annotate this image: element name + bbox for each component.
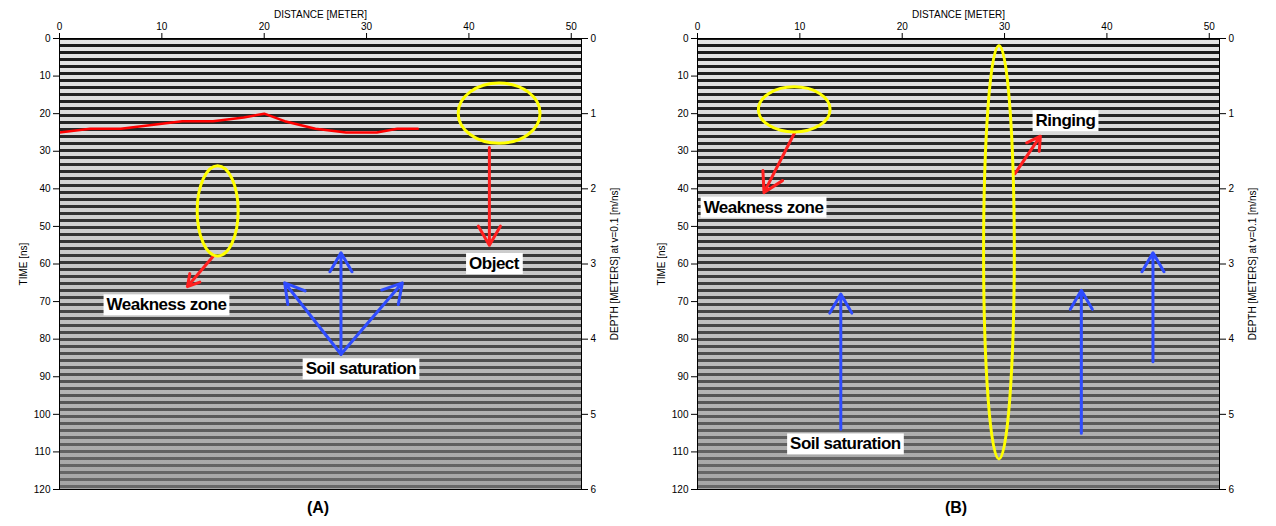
svg-text:Soil saturation: Soil saturation [790, 434, 901, 453]
html-text:(B): (B) [944, 499, 968, 516]
svg-text:20: 20 [259, 21, 271, 32]
svg-text:3: 3 [591, 258, 597, 269]
svg-text:50: 50 [1204, 21, 1216, 32]
svg-text:5: 5 [1229, 409, 1235, 420]
svg-text:6: 6 [1229, 484, 1235, 495]
svg-text:1: 1 [591, 108, 597, 119]
svg-text:0: 0 [695, 21, 701, 32]
svg-text:0: 0 [1229, 33, 1235, 44]
svg-text:6: 6 [591, 484, 597, 495]
svg-text:1: 1 [1229, 108, 1235, 119]
svg-text:Soil saturation: Soil saturation [306, 359, 417, 378]
svg-text:Weakness zone: Weakness zone [107, 295, 227, 314]
svg-text:Object: Object [469, 254, 520, 273]
html-text:(A): (A) [306, 499, 330, 516]
svg-text:80: 80 [39, 333, 51, 344]
svg-text:110: 110 [673, 446, 689, 457]
svg-text:50: 50 [39, 221, 51, 232]
svg-text:0: 0 [45, 33, 51, 44]
svg-text:70: 70 [677, 296, 689, 307]
svg-text:110: 110 [35, 446, 51, 457]
svg-text:0: 0 [57, 21, 63, 32]
svg-text:90: 90 [39, 371, 51, 382]
svg-text:0: 0 [683, 33, 689, 44]
svg-text:30: 30 [39, 145, 51, 156]
svg-text:10: 10 [39, 70, 51, 81]
svg-text:50: 50 [677, 221, 689, 232]
svg-text:20: 20 [39, 108, 51, 119]
svg-text:20: 20 [897, 21, 909, 32]
svg-text:20: 20 [677, 108, 689, 119]
svg-text:80: 80 [677, 333, 689, 344]
svg-text:60: 60 [39, 258, 51, 269]
svg-text:120: 120 [672, 484, 689, 495]
svg-text:10: 10 [677, 70, 689, 81]
svg-text:30: 30 [999, 21, 1011, 32]
svg-text:TIME [ns]: TIME [ns] [656, 242, 667, 285]
svg-text:DEPTH [METERS] at v=0.1 [m/ns]: DEPTH [METERS] at v=0.1 [m/ns] [609, 188, 620, 341]
svg-text:2: 2 [1229, 183, 1235, 194]
svg-text:4: 4 [1229, 333, 1235, 344]
svg-text:40: 40 [39, 183, 51, 194]
svg-text:40: 40 [677, 183, 689, 194]
svg-text:30: 30 [361, 21, 373, 32]
svg-text:50: 50 [566, 21, 578, 32]
svg-text:DEPTH [METERS] at v=0.1 [m/ns]: DEPTH [METERS] at v=0.1 [m/ns] [1247, 188, 1258, 341]
svg-text:10: 10 [794, 21, 806, 32]
svg-text:60: 60 [677, 258, 689, 269]
svg-text:0: 0 [591, 33, 597, 44]
svg-text:Weakness zone: Weakness zone [704, 198, 824, 217]
svg-text:40: 40 [463, 21, 475, 32]
svg-text:40: 40 [1101, 21, 1113, 32]
svg-text:120: 120 [34, 484, 51, 495]
svg-text:TIME [ns]: TIME [ns] [18, 242, 29, 285]
svg-text:30: 30 [677, 145, 689, 156]
svg-text:90: 90 [677, 371, 689, 382]
svg-text:100: 100 [34, 409, 51, 420]
svg-text:4: 4 [591, 333, 597, 344]
svg-text:70: 70 [39, 296, 51, 307]
svg-text:10: 10 [156, 21, 168, 32]
svg-text:DISTANCE [METER]: DISTANCE [METER] [274, 9, 367, 20]
svg-text:Ringing: Ringing [1036, 111, 1096, 130]
svg-text:3: 3 [1229, 258, 1235, 269]
svg-text:5: 5 [591, 409, 597, 420]
svg-text:100: 100 [672, 409, 689, 420]
svg-text:DISTANCE [METER]: DISTANCE [METER] [912, 9, 1005, 20]
svg-text:2: 2 [591, 183, 597, 194]
